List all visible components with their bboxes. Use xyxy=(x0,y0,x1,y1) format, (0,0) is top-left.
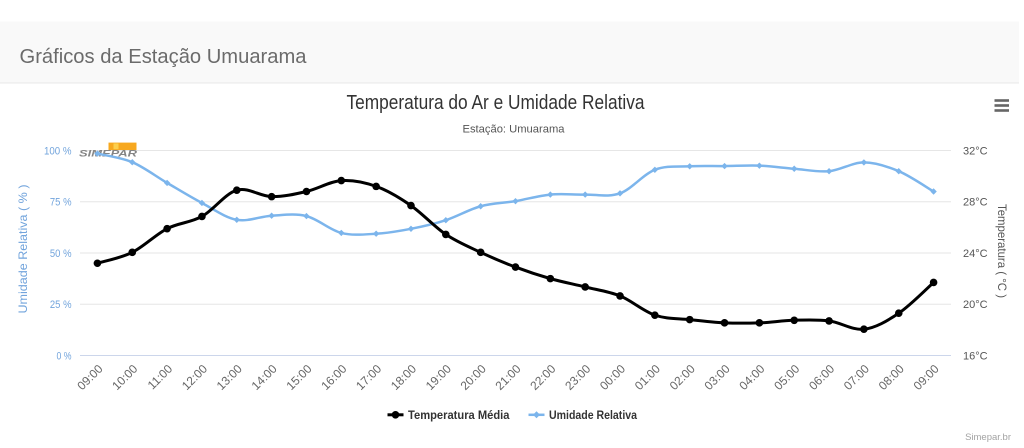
svg-text:20°C: 20°C xyxy=(963,299,988,311)
svg-text:Simepar.br: Simepar.br xyxy=(965,432,1011,443)
svg-text:Temperatura Média: Temperatura Média xyxy=(408,410,510,422)
svg-text:25 %: 25 % xyxy=(50,299,72,311)
svg-text:100 %: 100 % xyxy=(44,145,72,157)
svg-text:0 %: 0 % xyxy=(57,350,72,362)
svg-text:28°C: 28°C xyxy=(963,197,988,209)
svg-text:Temperatura do Ar e Umidade Re: Temperatura do Ar e Umidade Relativa xyxy=(347,92,646,114)
svg-text:Umidade Relativa: Umidade Relativa xyxy=(549,410,638,422)
svg-text:32°C: 32°C xyxy=(963,145,988,157)
svg-text:Estação: Umuarama: Estação: Umuarama xyxy=(463,123,566,135)
svg-text:Umidade Relativa ( % ): Umidade Relativa ( % ) xyxy=(16,184,30,313)
svg-text:50 %: 50 % xyxy=(50,248,72,260)
svg-text:75 %: 75 % xyxy=(50,197,72,209)
svg-text:Gráficos da Estação Umuarama: Gráficos da Estação Umuarama xyxy=(20,45,308,68)
svg-text:Temperatura ( °C ): Temperatura ( °C ) xyxy=(995,204,1009,298)
svg-text:SIMEPAR: SIMEPAR xyxy=(79,149,138,159)
svg-text:24°C: 24°C xyxy=(963,248,988,260)
svg-text:16°C: 16°C xyxy=(963,350,988,362)
